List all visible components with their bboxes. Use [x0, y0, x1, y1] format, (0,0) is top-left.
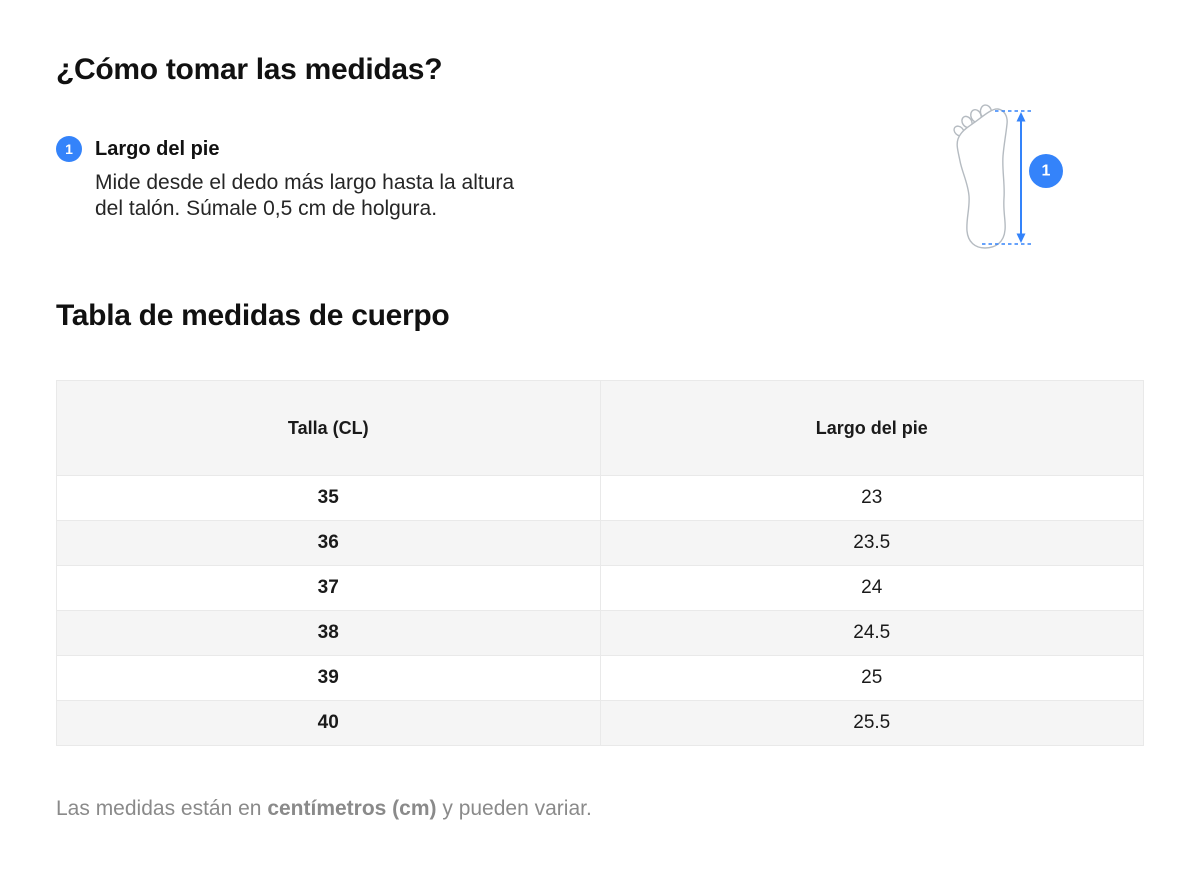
- talla-cell: 36: [56, 520, 601, 566]
- arrowhead-down-icon: [1016, 233, 1026, 243]
- table-row: 35 23: [56, 475, 1144, 521]
- footnote-suffix: y pueden variar.: [436, 797, 592, 820]
- table-header-row: Talla (CL) Largo del pie: [56, 380, 1144, 476]
- table-row: 37 24: [56, 565, 1144, 611]
- arrowhead-up-icon: [1016, 112, 1026, 122]
- measurement-heading: 1 Largo del pie: [56, 136, 1144, 162]
- diagram-number-badge: [1029, 154, 1063, 188]
- foot-diagram-svg: 1: [953, 104, 1063, 249]
- talla-cell: 40: [56, 700, 601, 746]
- largo-cell: 24: [599, 565, 1144, 611]
- foot-outline: [953, 104, 1008, 249]
- largo-cell: 25: [599, 655, 1144, 701]
- largo-cell: 23: [599, 475, 1144, 521]
- measurement-number-badge: 1: [56, 136, 82, 162]
- column-header-talla: Talla (CL): [56, 380, 601, 476]
- column-header-largo: Largo del pie: [599, 380, 1144, 476]
- talla-cell: 39: [56, 655, 601, 701]
- largo-cell: 24.5: [599, 610, 1144, 656]
- units-footnote: Las medidas están en centímetros (cm) y …: [56, 796, 1144, 822]
- table-row: 39 25: [56, 655, 1144, 701]
- table-row: 38 24.5: [56, 610, 1144, 656]
- measurement-instruction: 1 Largo del pie Mide desde el dedo más l…: [56, 136, 1144, 222]
- size-guide-panel: ¿Cómo tomar las medidas? 1 Largo del pie…: [56, 53, 1144, 822]
- page-title: ¿Cómo tomar las medidas?: [56, 53, 443, 86]
- diagram-badge-number: 1: [1042, 163, 1051, 180]
- measure-guides: [982, 110, 1032, 245]
- table-row: 36 23.5: [56, 520, 1144, 566]
- size-table: Talla (CL) Largo del pie 35 23 36 23.5 3…: [56, 380, 1144, 746]
- table-row: 40 25.5: [56, 700, 1144, 746]
- measurement-description: Mide desde el dedo más largo hasta la al…: [95, 171, 515, 220]
- measurement-label: Largo del pie: [95, 137, 220, 160]
- footnote-prefix: Las medidas están en: [56, 797, 268, 820]
- talla-cell: 35: [56, 475, 601, 521]
- table-section-title: Tabla de medidas de cuerpo: [56, 299, 450, 332]
- largo-cell: 25.5: [599, 700, 1144, 746]
- foot-measure-diagram: 1: [940, 100, 1080, 260]
- footnote-units: centímetros (cm): [267, 797, 437, 820]
- talla-cell: 37: [56, 565, 601, 611]
- largo-cell: 23.5: [599, 520, 1144, 566]
- talla-cell: 38: [56, 610, 601, 656]
